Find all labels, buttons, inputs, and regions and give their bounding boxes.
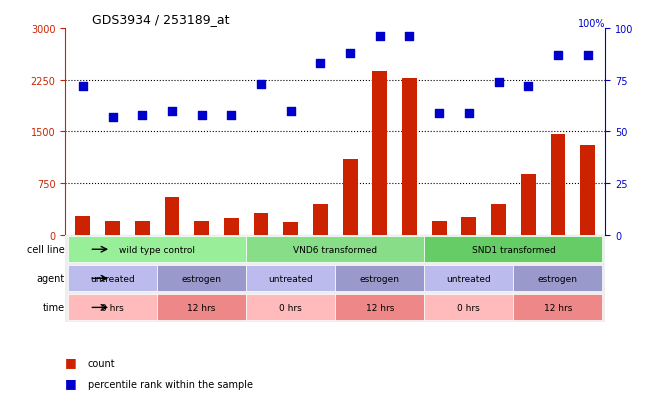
FancyBboxPatch shape — [68, 237, 246, 263]
Bar — [194, 221, 209, 235]
FancyBboxPatch shape — [514, 266, 602, 292]
Text: time: time — [42, 303, 64, 313]
Text: estrogen: estrogen — [538, 274, 578, 283]
Text: estrogen: estrogen — [182, 274, 222, 283]
Point — [256, 81, 266, 88]
Text: ■: ■ — [65, 376, 77, 389]
FancyBboxPatch shape — [424, 237, 602, 263]
Text: cell line: cell line — [27, 244, 64, 255]
Bar — [551, 135, 565, 235]
Point — [77, 83, 88, 90]
Text: GDS3934 / 253189_at: GDS3934 / 253189_at — [92, 13, 230, 26]
FancyBboxPatch shape — [157, 266, 246, 292]
FancyBboxPatch shape — [335, 266, 424, 292]
Text: 12 hrs: 12 hrs — [544, 303, 572, 312]
Point — [374, 34, 385, 40]
FancyBboxPatch shape — [424, 266, 514, 292]
Text: untreated: untreated — [268, 274, 313, 283]
Text: VND6 transformed: VND6 transformed — [293, 245, 378, 254]
Point — [464, 110, 474, 117]
Text: 0 hrs: 0 hrs — [279, 303, 302, 312]
Text: 12 hrs: 12 hrs — [366, 303, 394, 312]
FancyBboxPatch shape — [68, 294, 157, 320]
Bar — [254, 214, 268, 235]
Bar — [313, 205, 328, 235]
Bar — [372, 72, 387, 235]
FancyBboxPatch shape — [424, 294, 514, 320]
Point — [286, 108, 296, 115]
Point — [315, 61, 326, 67]
Point — [197, 112, 207, 119]
FancyBboxPatch shape — [246, 237, 424, 263]
Text: estrogen: estrogen — [360, 274, 400, 283]
FancyBboxPatch shape — [335, 294, 424, 320]
Text: ■: ■ — [65, 356, 77, 368]
Text: agent: agent — [36, 274, 64, 284]
FancyBboxPatch shape — [514, 294, 602, 320]
Text: SND1 transformed: SND1 transformed — [471, 245, 555, 254]
Text: untreated: untreated — [90, 274, 135, 283]
Bar — [521, 175, 536, 235]
FancyBboxPatch shape — [157, 294, 246, 320]
FancyBboxPatch shape — [68, 266, 157, 292]
Text: 0 hrs: 0 hrs — [101, 303, 124, 312]
Bar — [165, 198, 180, 235]
Bar — [224, 218, 239, 235]
Bar — [580, 146, 595, 235]
Bar — [342, 159, 357, 235]
Bar — [432, 222, 447, 235]
Point — [345, 50, 355, 57]
Bar — [105, 221, 120, 235]
Point — [434, 110, 445, 117]
Point — [553, 52, 563, 59]
Text: 100%: 100% — [578, 19, 605, 29]
FancyBboxPatch shape — [246, 266, 335, 292]
Point — [137, 112, 148, 119]
Text: count: count — [88, 358, 115, 368]
Bar — [402, 78, 417, 235]
Bar — [76, 216, 90, 235]
Point — [583, 52, 593, 59]
Point — [226, 112, 236, 119]
Bar — [135, 221, 150, 235]
Text: 12 hrs: 12 hrs — [187, 303, 216, 312]
Point — [523, 83, 533, 90]
Bar — [462, 218, 477, 235]
Text: wild type control: wild type control — [119, 245, 195, 254]
Point — [493, 79, 504, 86]
Text: percentile rank within the sample: percentile rank within the sample — [88, 379, 253, 389]
FancyBboxPatch shape — [246, 294, 335, 320]
Text: untreated: untreated — [447, 274, 492, 283]
Text: 0 hrs: 0 hrs — [458, 303, 480, 312]
Point — [404, 34, 415, 40]
Bar — [283, 222, 298, 235]
Bar — [491, 205, 506, 235]
Point — [107, 114, 118, 121]
Point — [167, 108, 177, 115]
